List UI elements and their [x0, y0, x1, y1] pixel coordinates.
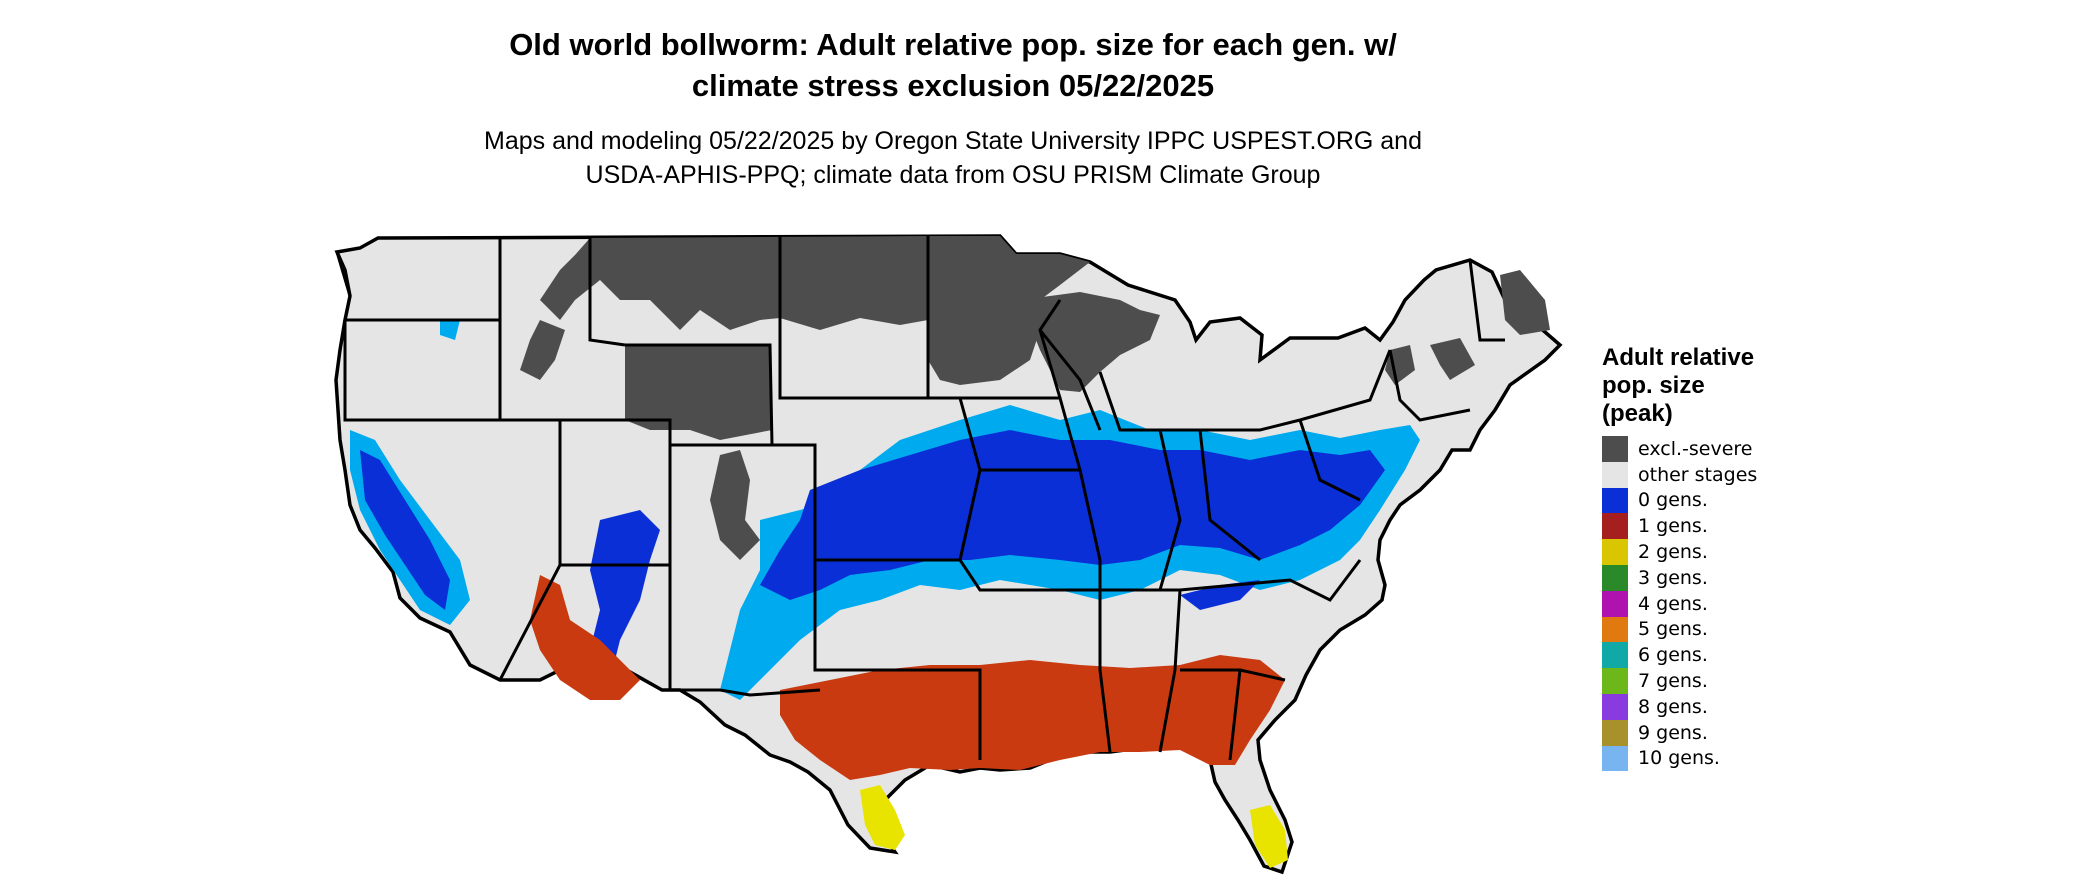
legend-label: 2 gens. [1638, 541, 1708, 564]
legend-label: 3 gens. [1638, 566, 1708, 589]
state-borders [335, 236, 1505, 761]
legend-item: other stages [1602, 461, 1758, 488]
legend-item: 5 gens. [1602, 616, 1757, 643]
legend-item: 1 gens. [1602, 513, 1757, 540]
legend-swatch [1602, 590, 1628, 617]
legend-swatch [1602, 668, 1628, 694]
legend-label: 0 gens. [1638, 489, 1708, 512]
legend-label: 5 gens. [1638, 618, 1708, 641]
map-subtitle-line-2: USDA-APHIS-PPQ; climate data from OSU PR… [585, 161, 1321, 189]
legend-swatch [1602, 745, 1628, 772]
excl-severe-areas [520, 236, 1550, 560]
legend-item: 9 gens. [1602, 719, 1757, 746]
legend-title-line-2: pop. size [1602, 372, 1705, 399]
map-subtitle-line-1: Maps and modeling 05/22/2025 by Oregon S… [484, 127, 1422, 155]
legend-item: 7 gens. [1602, 668, 1757, 694]
legend-swatch [1602, 461, 1628, 488]
map-subtitle: Maps and modeling 05/22/2025 by Oregon S… [0, 124, 1906, 192]
one-gen-areas [530, 575, 1285, 780]
legend-title-line-3: (peak) [1602, 400, 1673, 427]
legend-item: 4 gens. [1602, 590, 1757, 617]
legend-swatch [1602, 719, 1628, 746]
legend-swatch [1602, 436, 1628, 462]
legend-label: 6 gens. [1638, 644, 1708, 667]
legend-items: excl.-severe other stages 0 gens. 1 gens. 2 … [1602, 436, 1758, 772]
legend-label: other stages [1638, 463, 1758, 486]
legend: Adult relative pop. size (peak) excl.-se… [1602, 344, 1758, 772]
legend-label: 10 gens. [1638, 747, 1720, 770]
legend-label: 8 gens. [1638, 695, 1708, 718]
legend-item: 0 gens. [1602, 487, 1757, 514]
legend-label: 9 gens. [1638, 721, 1708, 744]
legend-item: 6 gens. [1602, 642, 1757, 669]
legend-swatch [1602, 513, 1628, 540]
legend-label: 7 gens. [1638, 670, 1708, 693]
zero-gens-dark-areas [360, 430, 1385, 690]
legend-item: excl.-severe [1602, 436, 1757, 462]
legend-swatch [1602, 642, 1628, 669]
legend-label: excl.-severe [1638, 437, 1753, 460]
map-title-line-1: Old world bollworm: Adult relative pop. … [509, 27, 1397, 62]
two-gens-areas [860, 785, 1288, 868]
legend-swatch [1602, 564, 1628, 591]
legend-swatch [1602, 693, 1628, 720]
legend-swatch [1602, 539, 1628, 565]
legend-label: 4 gens. [1638, 592, 1708, 615]
legend-item: 3 gens. [1602, 564, 1757, 591]
legend-label: 1 gens. [1638, 515, 1708, 538]
legend-item: 10 gens. [1602, 745, 1757, 772]
legend-swatch [1602, 616, 1628, 643]
legend-item: 2 gens. [1602, 539, 1757, 565]
legend-swatch [1602, 487, 1628, 514]
legend-title-line-1: Adult relative [1602, 344, 1755, 371]
map-title-line-2: climate stress exclusion 05/22/2025 [691, 68, 1215, 103]
map-title: Old world bollworm: Adult relative pop. … [0, 24, 1906, 106]
legend-title: Adult relative pop. size (peak) [1602, 344, 1757, 428]
legend-item: 8 gens. [1602, 693, 1757, 720]
